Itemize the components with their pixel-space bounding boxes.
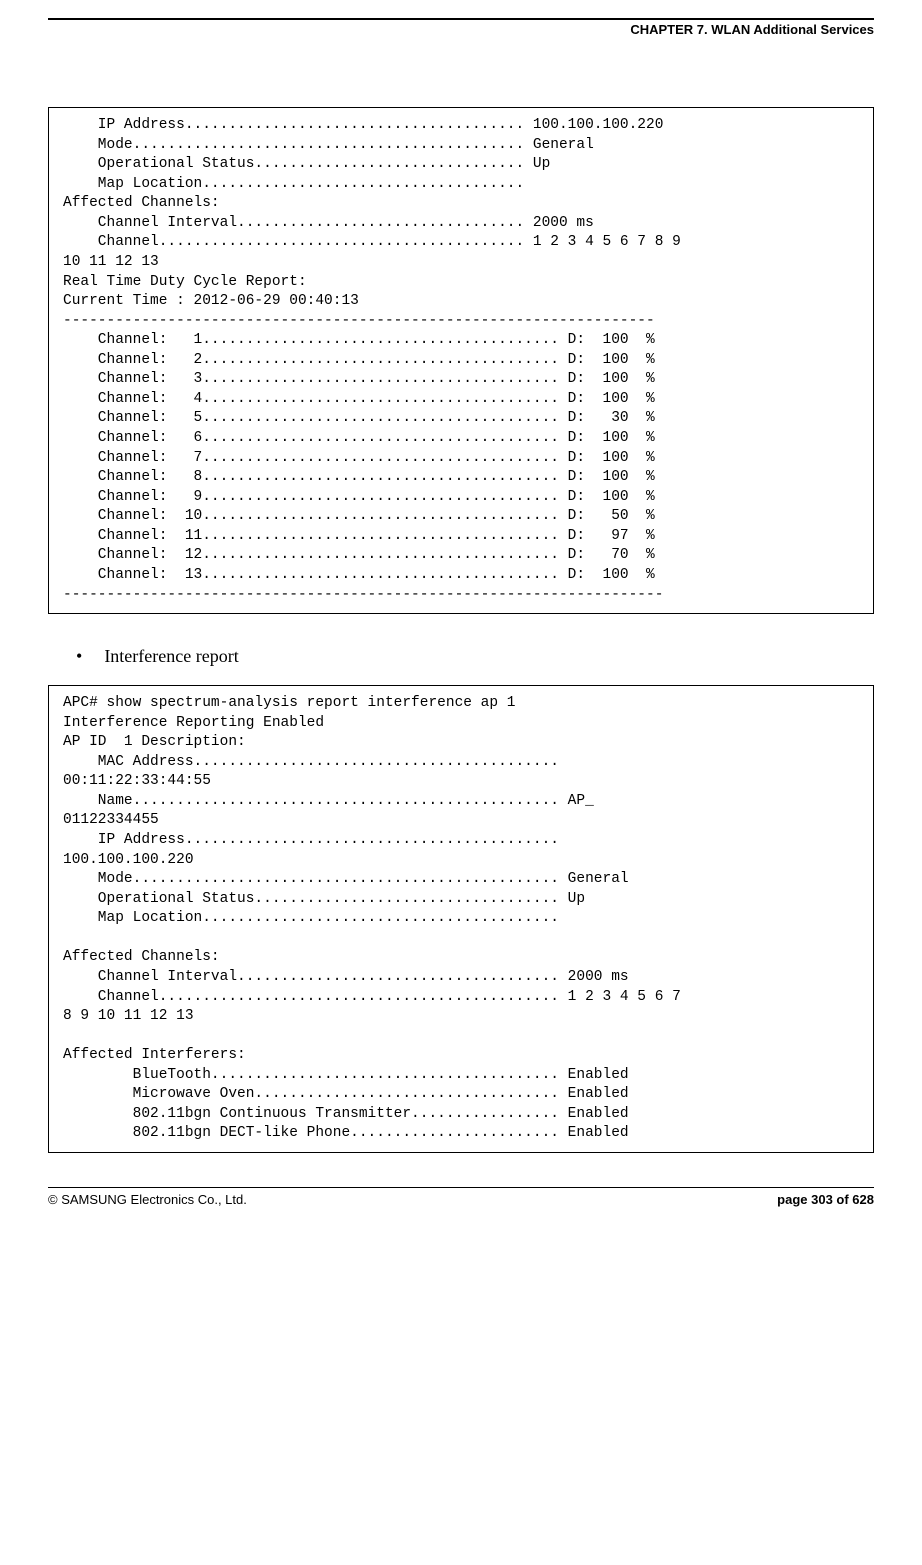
footer-page-number: page 303 of 628 <box>777 1192 874 1207</box>
bullet-item: • Interference report <box>76 646 874 667</box>
footer-copyright: © SAMSUNG Electronics Co., Ltd. <box>48 1192 247 1207</box>
header-rule <box>48 18 874 20</box>
page-footer: © SAMSUNG Electronics Co., Ltd. page 303… <box>48 1192 874 1207</box>
bullet-icon: • <box>76 647 82 665</box>
duty-cycle-report-block: IP Address..............................… <box>48 107 874 614</box>
interference-report-block: APC# show spectrum-analysis report inter… <box>48 685 874 1153</box>
footer-rule <box>48 1187 874 1188</box>
document-page: CHAPTER 7. WLAN Additional Services IP A… <box>0 0 922 1223</box>
chapter-header: CHAPTER 7. WLAN Additional Services <box>48 22 874 37</box>
bullet-text: Interference report <box>104 646 238 667</box>
